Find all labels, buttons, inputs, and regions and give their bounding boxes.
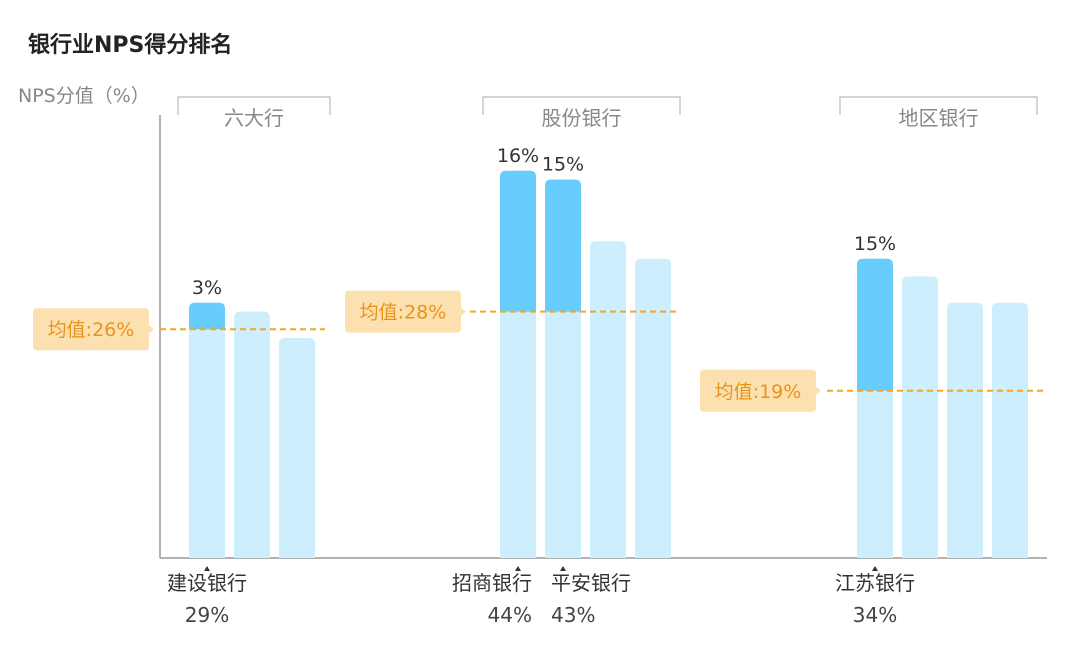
average-badge — [700, 369, 821, 412]
average-badge — [345, 290, 466, 333]
group-bracket — [482, 96, 681, 115]
average-label: 均值:26% — [48, 319, 135, 341]
group-label: 六大行 — [224, 106, 284, 130]
bar-highlight — [857, 258, 893, 391]
y-axis-label: NPS分值（%） — [18, 85, 150, 107]
marker-triangle — [204, 566, 210, 571]
average-label: 均值:19% — [715, 381, 802, 403]
bar-category-label: 建设银行 — [167, 571, 247, 595]
average-badge — [33, 308, 154, 351]
bar — [635, 258, 671, 558]
bar — [189, 302, 225, 558]
bar — [590, 241, 626, 558]
bar-value-label: 43% — [551, 603, 595, 627]
bar — [279, 338, 315, 558]
marker-triangle — [560, 566, 566, 571]
group-bracket — [839, 96, 1038, 115]
bar-highlight — [545, 179, 581, 312]
bar — [947, 302, 983, 558]
marker-triangle — [515, 566, 521, 571]
group-bracket — [177, 96, 331, 115]
bar-value-label: 44% — [488, 603, 532, 627]
diff-label: 3% — [192, 277, 222, 299]
average-label: 均值:28% — [360, 302, 447, 324]
bar-highlight — [500, 170, 536, 312]
bar — [234, 311, 270, 558]
chart-title: 银行业NPS得分排名 — [28, 32, 232, 58]
diff-label: 15% — [542, 154, 584, 176]
group-label: 地区银行 — [899, 106, 979, 130]
marker-triangle — [872, 566, 878, 571]
bar-category-label: 平安银行 — [551, 571, 631, 595]
bar — [992, 302, 1028, 558]
group-label: 股份银行 — [542, 106, 622, 130]
bar-category-label: 江苏银行 — [835, 571, 915, 595]
bar-category-label: 招商银行 — [452, 571, 532, 595]
diff-label: 15% — [854, 233, 896, 255]
diff-label: 16% — [497, 145, 539, 167]
bar — [902, 276, 938, 558]
bar-value-label: 34% — [853, 603, 897, 627]
bar-highlight — [189, 302, 225, 330]
bar-value-label: 29% — [185, 603, 229, 627]
